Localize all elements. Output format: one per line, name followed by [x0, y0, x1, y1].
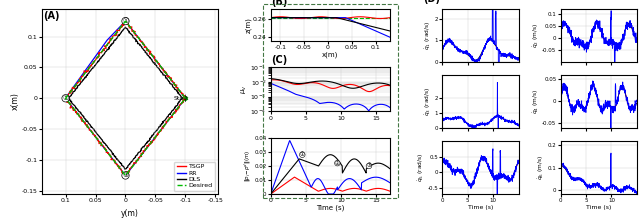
X-axis label: Time (s): Time (s)	[316, 204, 344, 211]
Y-axis label: $\dot{q}_6$ (m/s): $\dot{q}_6$ (m/s)	[537, 155, 546, 180]
Desired	[122, 174, 129, 177]
Y-axis label: $\dot{q}_1$ (rad/s): $\dot{q}_1$ (rad/s)	[424, 20, 433, 50]
Text: ③: ③	[122, 172, 129, 179]
X-axis label: x(m): x(m)	[322, 51, 339, 58]
RR	[122, 174, 129, 177]
Desired	[85, 127, 93, 130]
TSGP	[72, 111, 80, 114]
Desired	[67, 90, 75, 92]
Y-axis label: $\|p_i{-}p^d\|(m)$: $\|p_i{-}p^d\|(m)$	[243, 150, 253, 182]
TSGP	[121, 174, 129, 177]
Y-axis label: $\mu_v$: $\mu_v$	[240, 85, 249, 94]
Y-axis label: z(m): z(m)	[244, 17, 252, 33]
Text: ②: ②	[335, 161, 340, 166]
Desired	[66, 92, 74, 94]
Y-axis label: $\dot{q}_5$ (rad/s): $\dot{q}_5$ (rad/s)	[417, 153, 426, 182]
Text: ①: ①	[122, 18, 129, 24]
RR	[122, 20, 129, 22]
X-axis label: y(m): y(m)	[121, 209, 139, 218]
Text: (A): (A)	[44, 10, 60, 20]
Text: Start: Start	[173, 96, 189, 101]
Text: (C): (C)	[271, 55, 287, 65]
X-axis label: Time (s): Time (s)	[468, 204, 493, 209]
Line: TSGP: TSGP	[67, 20, 186, 175]
TSGP	[122, 19, 129, 21]
DLS	[121, 168, 129, 170]
TSGP	[139, 152, 147, 155]
Desired	[122, 20, 129, 22]
DLS	[122, 26, 129, 29]
RR	[67, 89, 75, 92]
Text: ③: ③	[367, 164, 371, 169]
Text: (D): (D)	[423, 0, 440, 5]
RR	[182, 97, 189, 100]
Y-axis label: $\dot{q}_4$ (m/s): $\dot{q}_4$ (m/s)	[531, 89, 541, 114]
RR	[182, 97, 189, 100]
RR	[72, 110, 80, 113]
Desired	[72, 110, 80, 113]
DLS	[179, 97, 186, 99]
TSGP	[85, 126, 93, 129]
DLS	[174, 102, 182, 105]
RR	[140, 152, 147, 154]
TSGP	[181, 98, 189, 100]
X-axis label: Time (s): Time (s)	[586, 204, 611, 209]
DLS	[138, 147, 145, 150]
Y-axis label: $\dot{q}_3$ (rad/s): $\dot{q}_3$ (rad/s)	[424, 87, 433, 116]
Text: (B): (B)	[271, 0, 287, 7]
TSGP	[177, 103, 184, 105]
RR	[177, 103, 184, 106]
DLS	[86, 124, 94, 127]
DLS	[74, 109, 82, 112]
Text: ②: ②	[63, 95, 68, 101]
Legend: TSGP, RR, DLS, Desired: TSGP, RR, DLS, Desired	[174, 162, 215, 191]
Desired	[140, 152, 147, 154]
RR	[66, 91, 74, 94]
Text: ①: ①	[300, 152, 305, 157]
TSGP	[67, 90, 74, 93]
RR	[85, 127, 93, 130]
Desired	[182, 97, 189, 100]
DLS	[68, 92, 76, 95]
TSGP	[181, 97, 189, 99]
DLS	[70, 90, 77, 93]
Desired	[182, 97, 189, 100]
Desired	[177, 103, 184, 106]
DLS	[179, 97, 186, 99]
Line: Desired: Desired	[66, 21, 186, 175]
Line: DLS: DLS	[68, 27, 182, 169]
TSGP	[67, 92, 74, 94]
Y-axis label: $\dot{q}_2$ (m/s): $\dot{q}_2$ (m/s)	[531, 22, 541, 48]
Line: RR: RR	[66, 21, 186, 175]
Y-axis label: x(m): x(m)	[11, 92, 20, 110]
